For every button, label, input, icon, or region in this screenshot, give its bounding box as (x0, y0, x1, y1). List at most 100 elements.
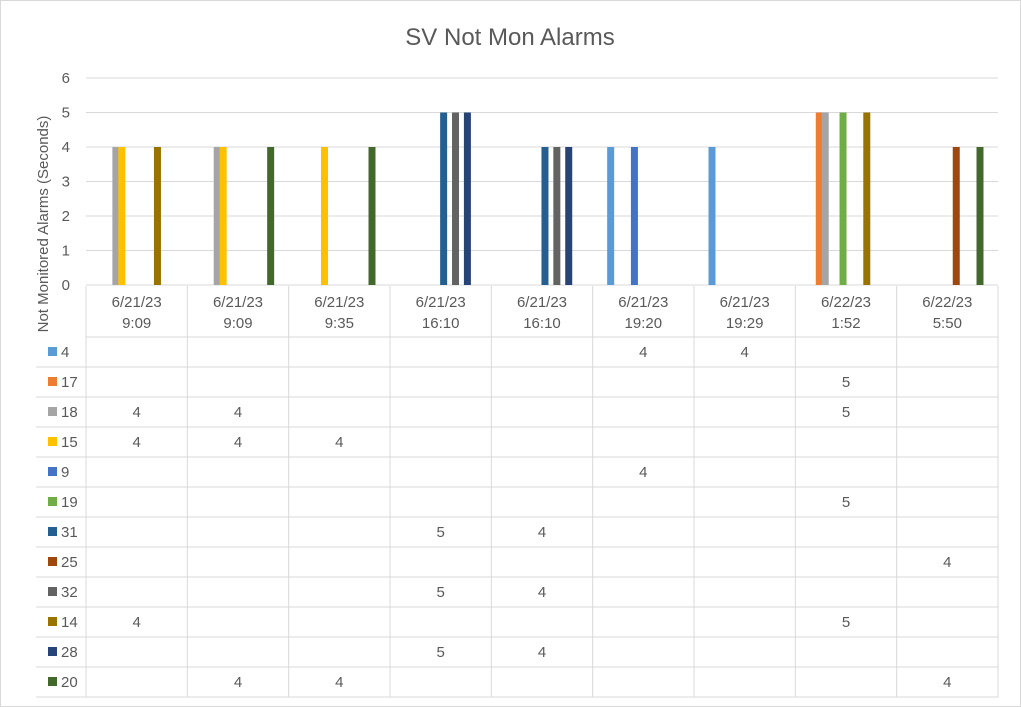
x-tick-label: 19:20 (625, 315, 663, 332)
bar (267, 147, 275, 285)
legend-label: 15 (61, 434, 78, 451)
bar (863, 112, 871, 285)
legend-key (48, 497, 57, 506)
legend-key (48, 677, 57, 686)
y-tick-label: 4 (62, 139, 70, 156)
legend-key (48, 407, 57, 416)
legend-label: 25 (61, 554, 78, 571)
x-tick-label: 6/21/23 (213, 294, 263, 311)
bar (708, 147, 716, 285)
x-tick-label: 9:09 (122, 315, 151, 332)
legend-key (48, 587, 57, 596)
x-tick-label: 16:10 (523, 315, 561, 332)
x-tick-label: 6/22/23 (821, 294, 871, 311)
data-table-value: 4 (639, 464, 647, 481)
x-tick-label: 6/21/23 (314, 294, 364, 311)
x-tick-label: 6/22/23 (922, 294, 972, 311)
legend-key (48, 347, 57, 356)
x-tick-label: 9:35 (325, 315, 354, 332)
bar (452, 112, 460, 285)
x-tick-label: 16:10 (422, 315, 460, 332)
y-tick-label: 6 (62, 70, 70, 87)
bar (320, 147, 328, 285)
data-table-value: 5 (436, 584, 444, 601)
data-table-value: 4 (234, 404, 242, 421)
bar (219, 147, 227, 285)
x-tick-label: 6/21/23 (618, 294, 668, 311)
data-table-value: 5 (842, 404, 850, 421)
legend-key (48, 467, 57, 476)
x-tick-label: 6/21/23 (416, 294, 466, 311)
legend-key (48, 437, 57, 446)
data-table-value: 4 (335, 434, 343, 451)
y-axis-label: Not Monitored Alarms (Seconds) (35, 116, 52, 333)
x-tick-label: 6/21/23 (112, 294, 162, 311)
data-table-value: 4 (234, 434, 242, 451)
bar (213, 147, 221, 285)
bar (553, 147, 561, 285)
bar (630, 147, 638, 285)
y-tick-label: 0 (62, 277, 70, 294)
data-table-value: 5 (436, 524, 444, 541)
bar (368, 147, 376, 285)
data-table-value: 4 (132, 434, 140, 451)
data-table-value: 4 (740, 344, 748, 361)
legend-label: 32 (61, 584, 78, 601)
data-table-value: 4 (132, 404, 140, 421)
bar (976, 147, 984, 285)
x-tick-label: 1:52 (831, 315, 860, 332)
data-table-value: 4 (538, 644, 546, 661)
data-table: 6/21/23 9:09 6/21/23 9:09 6/21/23 9:35 6/21/23… (36, 286, 999, 698)
bar (463, 112, 471, 285)
legend-label: 14 (61, 614, 78, 631)
y-tick-label: 3 (62, 174, 70, 191)
x-tick-label: 6/21/23 (720, 294, 770, 311)
legend-label: 28 (61, 644, 78, 661)
legend-label: 19 (61, 494, 78, 511)
data-table-value: 4 (538, 584, 546, 601)
chart-title: SV Not Mon Alarms (405, 24, 614, 51)
y-tick-label: 2 (62, 208, 70, 225)
legend-label: 4 (61, 344, 69, 361)
data-table-value: 5 (436, 644, 444, 661)
bar (839, 112, 847, 285)
data-table-value: 4 (943, 674, 951, 691)
data-table-value: 5 (842, 374, 850, 391)
bar (607, 147, 615, 285)
bar (565, 147, 573, 285)
legend-label: 9 (61, 464, 69, 481)
y-tick-label: 5 (62, 105, 70, 122)
y-axis-ticks: 0 1 2 3 4 5 6 (62, 70, 70, 294)
data-table-value: 4 (639, 344, 647, 361)
data-table-value: 4 (132, 614, 140, 631)
legend-key (48, 647, 57, 656)
x-tick-label: 6/21/23 (517, 294, 567, 311)
legend-key (48, 527, 57, 536)
legend-label: 31 (61, 524, 78, 541)
data-table-value: 5 (842, 494, 850, 511)
y-tick-label: 1 (62, 243, 70, 260)
data-table-value: 4 (335, 674, 343, 691)
x-tick-label: 5:50 (933, 315, 962, 332)
x-tick-label: 9:09 (223, 315, 252, 332)
bar (112, 147, 120, 285)
data-table-value: 4 (234, 674, 242, 691)
legend-label: 18 (61, 404, 78, 421)
bar-series (112, 112, 984, 285)
bar (440, 112, 448, 285)
legend-label: 17 (61, 374, 78, 391)
data-table-value: 4 (943, 554, 951, 571)
bar (821, 112, 829, 285)
legend-key (48, 557, 57, 566)
legend-key (48, 377, 57, 386)
legend-key (48, 617, 57, 626)
data-table-value: 5 (842, 614, 850, 631)
bar (541, 147, 549, 285)
data-table-value: 4 (538, 524, 546, 541)
bar (815, 112, 823, 285)
legend-label: 20 (61, 674, 78, 691)
bar (153, 147, 161, 285)
x-tick-label: 19:29 (726, 315, 764, 332)
